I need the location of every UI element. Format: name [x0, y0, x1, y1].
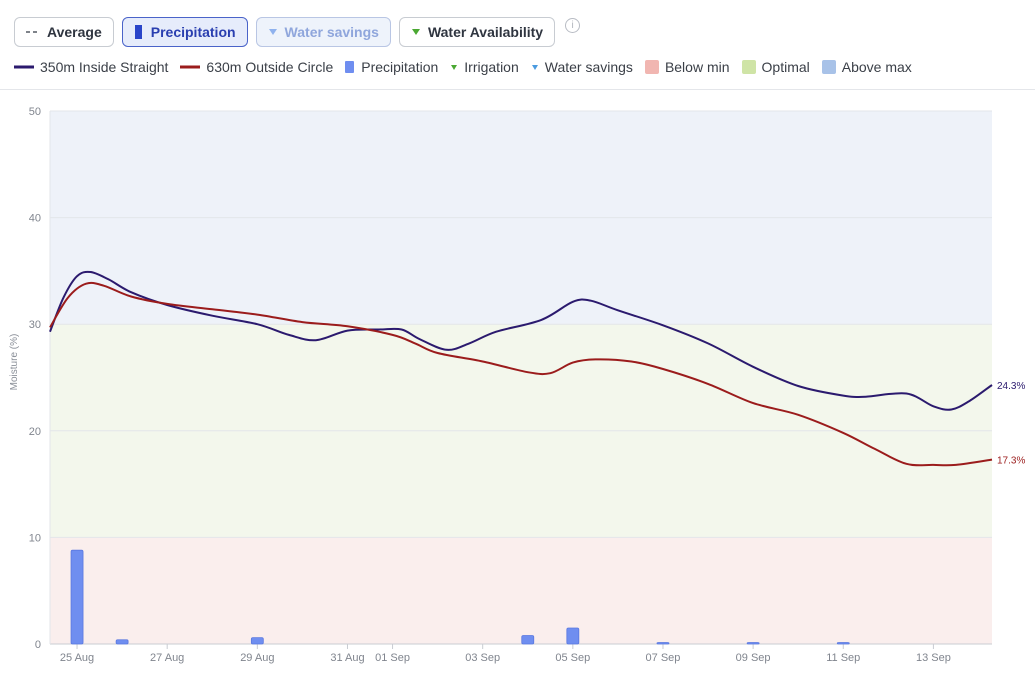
precipitation-bars: [70, 549, 850, 645]
triangle-down-icon: [451, 65, 458, 70]
legend-label: Water savings: [544, 59, 633, 75]
x-tick-label: 03 Sep: [465, 652, 500, 664]
x-tick-label: 01 Sep: [375, 652, 410, 664]
legend-item[interactable]: Below min: [644, 59, 730, 75]
box-swatch-icon: [741, 60, 756, 74]
end-labels: 24.3% 17.3%: [997, 381, 1025, 467]
header-divider: [0, 89, 1035, 90]
x-tick-label: 13 Sep: [916, 652, 951, 664]
water-savings-toggle-button[interactable]: Water savings: [255, 17, 391, 47]
legend-label: 630m Outside Circle: [206, 59, 334, 75]
bar-icon: [134, 25, 142, 39]
water-availability-toggle-label: Water Availability: [427, 24, 544, 40]
x-tick-label: 05 Sep: [555, 652, 590, 664]
chart-legend: 350m Inside Straight 630m Outside Circle P…: [14, 59, 924, 75]
average-toggle-label: Average: [47, 24, 102, 40]
box-swatch-icon: [821, 60, 836, 74]
precipitation-bar: [521, 635, 535, 645]
precipitation-bar: [115, 639, 129, 645]
x-axis-ticks: 25 Aug 27 Aug 29 Aug 31 Aug 01 Sep 03 Sep 05 S…: [60, 644, 951, 664]
precipitation-bar: [746, 642, 760, 645]
x-tick-label: 31 Aug: [330, 652, 364, 664]
line-swatch-icon: [180, 65, 201, 69]
legend-label: Below min: [664, 59, 730, 75]
legend-item[interactable]: Optimal: [741, 59, 810, 75]
precipitation-toggle-label: Precipitation: [150, 24, 236, 40]
y-tick-label: 30: [29, 319, 41, 331]
precipitation-bar: [566, 627, 580, 645]
series-line-1: [49, 270, 993, 411]
x-tick-label: 09 Sep: [736, 652, 771, 664]
line-swatch-icon: [14, 65, 34, 69]
box-swatch-icon: [644, 60, 659, 74]
moisture-bands: [50, 111, 992, 644]
legend-label: Precipitation: [361, 59, 439, 75]
info-icon[interactable]: i: [565, 17, 581, 33]
chart-toolbar: Average Precipitation Water savings Wate…: [14, 16, 581, 48]
water-savings-toggle-label: Water savings: [284, 24, 379, 40]
series-line-2: [49, 281, 993, 467]
legend-label: Irrigation: [464, 59, 519, 75]
legend-item[interactable]: 630m Outside Circle: [180, 59, 333, 75]
y-tick-label: 20: [29, 426, 41, 438]
x-tick-label: 25 Aug: [60, 652, 94, 664]
series-end-label: 24.3%: [997, 381, 1025, 392]
y-axis-label: Moisture (%): [9, 334, 20, 391]
y-tick-label: 50: [29, 106, 41, 118]
bar-swatch-icon: [345, 61, 355, 73]
y-tick-label: 10: [29, 532, 41, 544]
precipitation-bar: [70, 549, 84, 645]
triangle-down-icon: [268, 29, 277, 35]
y-tick-label: 0: [35, 639, 41, 651]
legend-item[interactable]: 350m Inside Straight: [14, 59, 168, 75]
legend-item[interactable]: Water savings: [531, 59, 633, 75]
y-axis-ticks: 0 10 20 30 40 50: [29, 106, 41, 651]
series-end-label: 17.3%: [997, 456, 1025, 467]
legend-item[interactable]: Precipitation: [345, 59, 438, 75]
precipitation-bar: [250, 637, 264, 645]
x-tick-label: 07 Sep: [646, 652, 681, 664]
triangle-down-icon: [411, 29, 420, 35]
water-availability-toggle-button[interactable]: Water Availability: [398, 17, 556, 47]
y-tick-label: 40: [29, 213, 41, 225]
x-tick-label: 29 Aug: [240, 652, 274, 664]
legend-label: Optimal: [761, 59, 810, 75]
x-tick-label: 11 Sep: [826, 652, 860, 664]
x-tick-label: 27 Aug: [150, 652, 184, 664]
legend-label: Above max: [841, 59, 912, 75]
dashed-line-icon: [26, 31, 40, 33]
average-toggle-button[interactable]: Average: [14, 17, 114, 47]
precipitation-bar: [836, 642, 850, 645]
gridlines: [49, 110, 992, 645]
precipitation-bar: [656, 642, 670, 645]
legend-label: 350m Inside Straight: [40, 59, 169, 75]
band-below-min: [50, 537, 992, 644]
precipitation-toggle-button[interactable]: Precipitation: [121, 17, 248, 47]
legend-item[interactable]: Above max: [821, 59, 912, 75]
info-icon-glyph: i: [571, 19, 574, 31]
moisture-chart: 0 10 20 30 40 50 25 Aug 27 Aug 29 Aug 31 Aug 01 S…: [9, 106, 1025, 664]
series-lines: [49, 270, 993, 467]
legend-item[interactable]: Irrigation: [450, 59, 519, 75]
triangle-down-icon: [531, 65, 538, 70]
